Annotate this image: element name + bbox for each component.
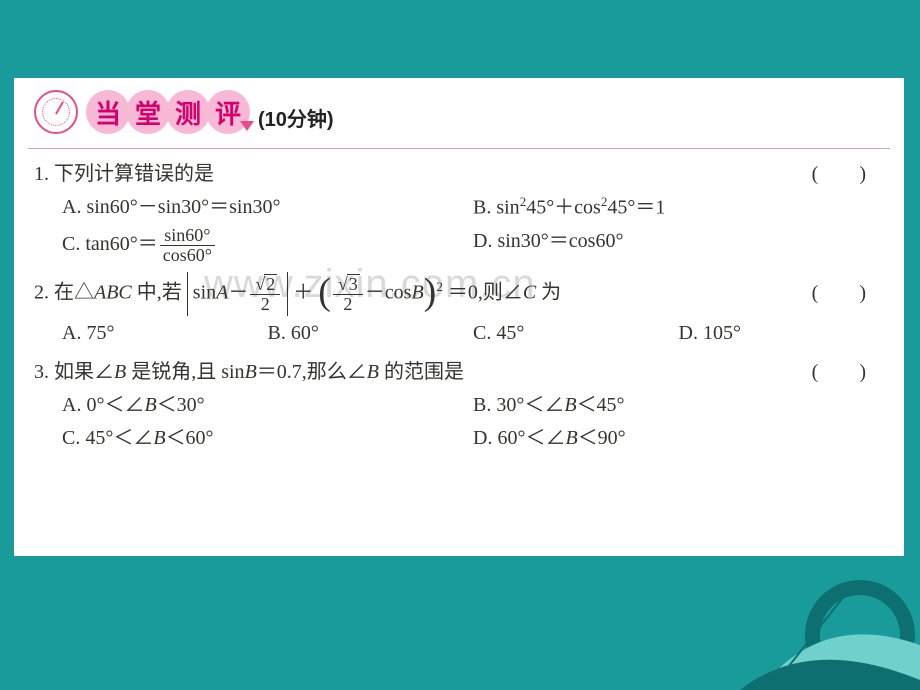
time-label: (10分钟): [258, 103, 334, 132]
q2-stem: 2. 在△ABC 中,若 sinA－22 ＋ (32－cosB)2 ＝0,则∠C…: [34, 272, 812, 316]
q3-opt-d: D. 60°＜∠B＜90°: [473, 423, 884, 454]
answer-paren: ( ): [812, 357, 884, 388]
q1-opt-a: A. sin60°－sin30°＝sin30°: [62, 192, 473, 224]
question-1: 1. 下列计算错误的是 ( ) A. sin60°－sin30°＝sin30° …: [34, 159, 884, 266]
q1-stem: 1. 下列计算错误的是: [34, 159, 812, 190]
q2-opt-c: C. 45°: [473, 318, 679, 349]
corner-decoration-icon: [700, 540, 920, 690]
bubble-char: 测: [166, 90, 210, 134]
q3-opt-a: A. 0°＜∠B＜30°: [62, 390, 473, 421]
bubble-char: 堂: [126, 90, 170, 134]
title-bubbles: 当 堂 测 评: [86, 90, 254, 134]
q2-opt-a: A. 75°: [62, 318, 268, 349]
q2-opt-d: D. 105°: [679, 318, 885, 349]
q1-opt-c: C. tan60°＝sin60°cos60°: [62, 226, 473, 265]
bubble-char: 当: [86, 90, 130, 134]
q1-opt-d: D. sin30°＝cos60°: [473, 226, 884, 265]
section-header: 当 堂 测 评 (10分钟): [34, 90, 884, 134]
question-2: 2. 在△ABC 中,若 sinA－22 ＋ (32－cosB)2 ＝0,则∠C…: [34, 272, 884, 351]
answer-paren: ( ): [812, 278, 884, 309]
gauge-icon: [34, 90, 78, 134]
answer-paren: ( ): [812, 159, 884, 190]
question-3: 3. 如果∠B 是锐角,且 sinB＝0.7,那么∠B 的范围是 ( ) A. …: [34, 357, 884, 456]
q3-opt-b: B. 30°＜∠B＜45°: [473, 390, 884, 421]
divider: [28, 148, 890, 149]
q2-opt-b: B. 60°: [268, 318, 474, 349]
arrow-icon: [240, 121, 254, 131]
q3-stem: 3. 如果∠B 是锐角,且 sinB＝0.7,那么∠B 的范围是: [34, 357, 812, 388]
q1-opt-b: B. sin245°＋cos245°＝1: [473, 192, 884, 224]
content-panel: 当 堂 测 评 (10分钟) www.zixin.com.cn 1. 下列计算错…: [14, 78, 904, 556]
q3-opt-c: C. 45°＜∠B＜60°: [62, 423, 473, 454]
